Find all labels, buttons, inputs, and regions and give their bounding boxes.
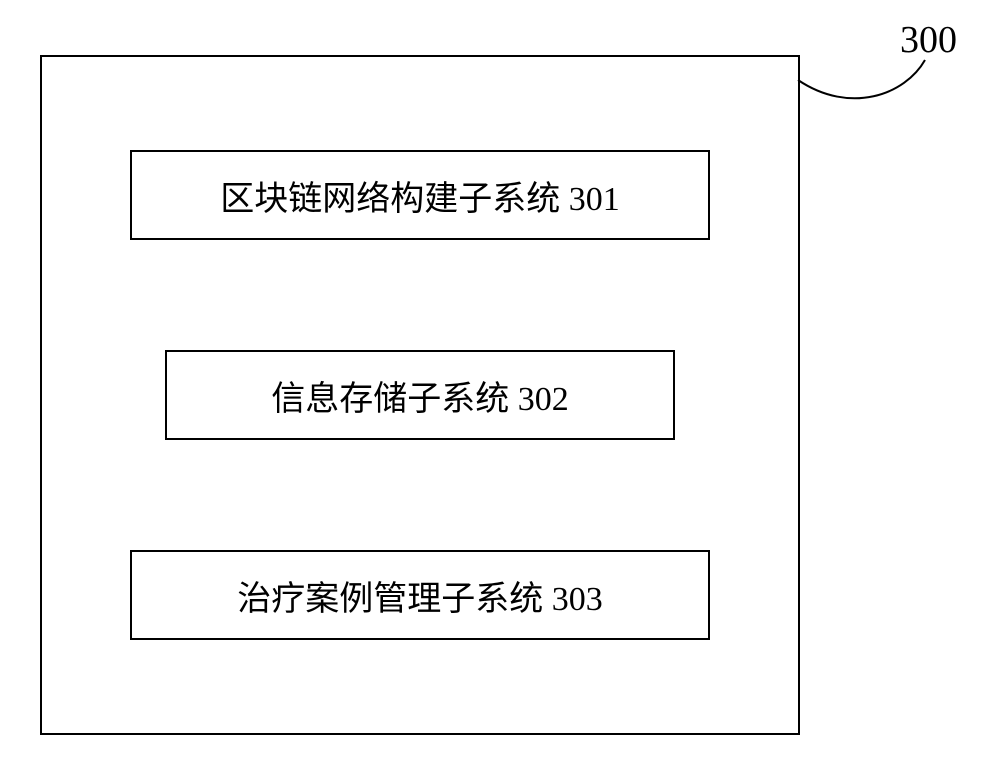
subsystem-box-302: 信息存储子系统 302 [165,350,675,440]
subsystem-label-301: 区块链网络构建子系统 301 [220,171,620,220]
subsystem-label-303: 治疗案例管理子系统 303 [237,571,603,620]
subsystem-box-303: 治疗案例管理子系统 303 [130,550,710,640]
reference-number-text: 300 [900,19,957,61]
subsystem-label-302: 信息存储子系统 302 [271,371,569,420]
reference-number-300: 300 [900,18,957,62]
leader-path [798,60,925,98]
subsystem-box-301: 区块链网络构建子系统 301 [130,150,710,240]
